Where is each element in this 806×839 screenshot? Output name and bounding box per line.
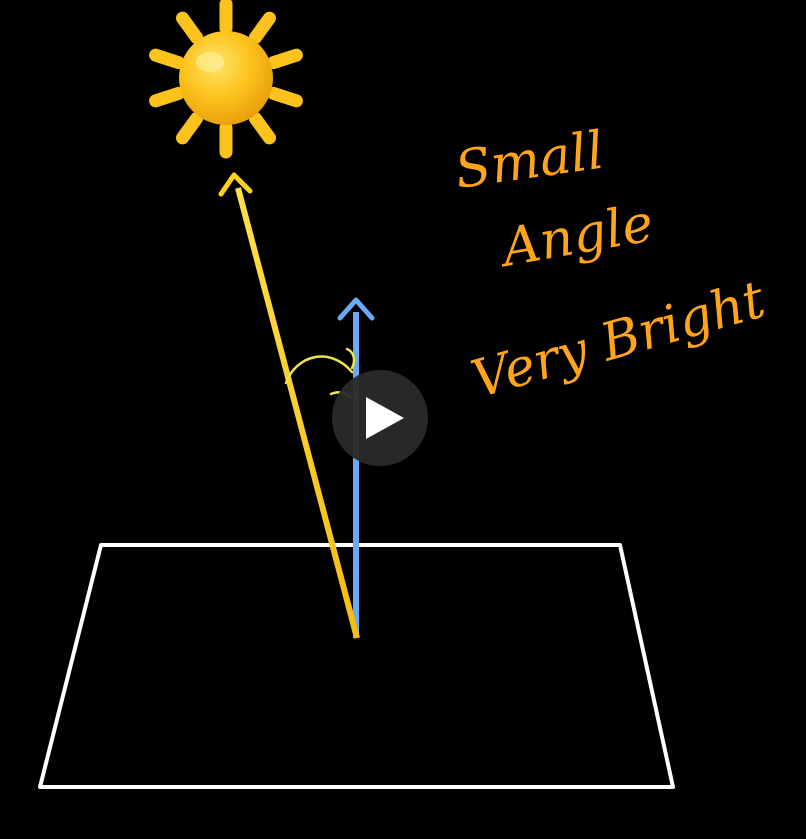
- ground-surface: [38, 543, 675, 789]
- arrow-up-icon: [218, 172, 253, 197]
- surface-normal-arrow: [337, 297, 375, 638]
- sun-ray: [176, 11, 204, 45]
- play-icon[interactable]: [366, 397, 404, 439]
- sun-ray: [149, 48, 185, 70]
- annotation: Small Angle Very Bright: [451, 121, 771, 411]
- light-ray-shaft: [235, 187, 360, 639]
- sun-rays: [149, 0, 303, 159]
- sun-ray: [267, 86, 303, 108]
- arrow-up-icon: [337, 297, 375, 321]
- annotation-line-very-bright: Very Bright: [465, 270, 772, 411]
- sun-ray: [267, 48, 303, 70]
- sun-ray: [248, 111, 276, 145]
- sun-icon: [149, 0, 303, 159]
- annotation-line-small: Small: [451, 121, 607, 201]
- light-ray-arrow: [218, 172, 360, 639]
- play-button[interactable]: [332, 370, 428, 466]
- sun-highlight: [196, 52, 224, 72]
- sun-ray: [176, 111, 204, 145]
- sun-ray: [248, 11, 276, 45]
- sun-ray: [149, 86, 185, 108]
- sun-body: [179, 31, 273, 125]
- annotation-line-angle: Angle: [494, 193, 658, 279]
